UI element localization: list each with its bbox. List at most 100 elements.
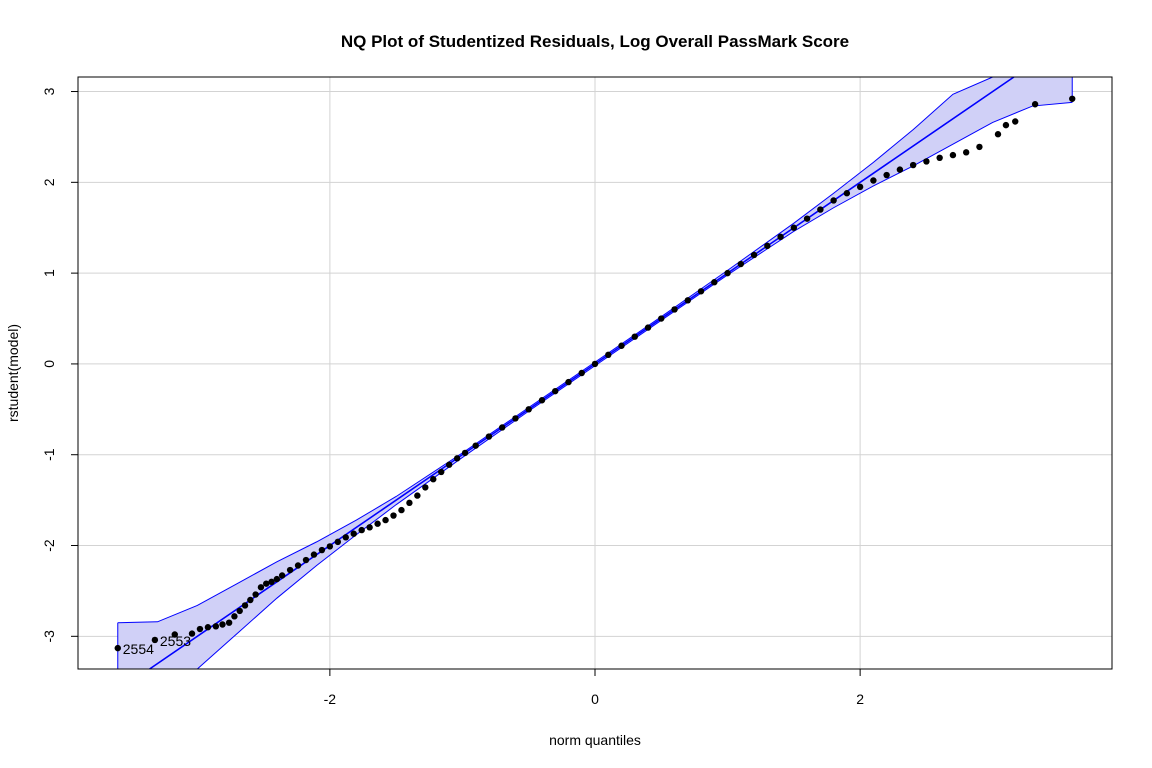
y-tick-label: -3 — [41, 630, 57, 643]
data-point — [247, 596, 254, 604]
data-point — [870, 177, 877, 184]
data-point — [453, 455, 461, 462]
data-point — [204, 624, 212, 631]
y-tick-label: 2 — [41, 178, 57, 186]
data-point — [430, 476, 437, 483]
data-point — [414, 492, 421, 499]
data-point — [817, 206, 824, 213]
chart-title: NQ Plot of Studentized Residuals, Log Ov… — [341, 32, 849, 51]
data-point — [896, 166, 904, 173]
data-point — [366, 524, 373, 531]
data-point — [326, 543, 334, 550]
data-point — [231, 613, 238, 620]
data-point — [358, 526, 365, 534]
data-point — [241, 602, 249, 609]
data-point — [302, 556, 310, 564]
data-point — [406, 499, 413, 507]
x-tick-label: -2 — [324, 691, 337, 707]
data-point — [334, 538, 342, 546]
data-point — [499, 424, 506, 431]
data-point — [219, 621, 226, 628]
data-point — [578, 369, 585, 377]
point-label: 2554 — [123, 641, 154, 657]
data-point — [724, 269, 731, 277]
data-point — [591, 360, 599, 368]
data-point — [962, 149, 970, 156]
data-point — [398, 506, 405, 514]
data-point — [382, 516, 389, 524]
y-tick-label: 0 — [41, 360, 57, 368]
grid — [78, 77, 1112, 669]
point-labels: 2554 2553 — [123, 633, 191, 657]
data-point — [390, 512, 397, 519]
data-point — [278, 572, 286, 579]
data-point — [196, 625, 204, 633]
data-point — [671, 306, 678, 313]
x-tick-label: 0 — [591, 691, 599, 707]
data-point — [1031, 101, 1039, 108]
data-point — [565, 378, 572, 386]
data-point — [764, 242, 771, 250]
y-tick-label: -1 — [41, 448, 57, 461]
data-point — [268, 578, 275, 586]
data-point — [830, 197, 837, 204]
data-point — [438, 468, 445, 476]
data-point — [803, 215, 811, 222]
data-point — [171, 631, 178, 638]
data-point — [605, 351, 612, 359]
data-point — [310, 551, 318, 558]
envelope-band — [117, 77, 1073, 669]
data-point — [151, 636, 159, 644]
data-point — [936, 154, 943, 162]
data-point — [252, 591, 259, 598]
data-point — [644, 324, 652, 331]
x-axis: -2 0 2 — [324, 669, 864, 707]
data-point — [538, 397, 546, 404]
y-tick-label: -2 — [41, 539, 57, 552]
data-point — [342, 534, 349, 541]
data-point — [711, 279, 718, 286]
data-point — [976, 143, 983, 151]
data-point — [790, 224, 798, 231]
data-point — [777, 233, 784, 241]
data-point — [445, 461, 453, 468]
y-axis-label: rstudent(model) — [5, 324, 21, 422]
data-point — [461, 449, 469, 457]
x-axis-label: norm quantiles — [549, 732, 641, 748]
data-point — [552, 387, 559, 395]
data-point — [114, 644, 121, 652]
data-point — [257, 584, 265, 591]
data-point — [525, 406, 532, 413]
data-point — [684, 297, 691, 304]
data-point — [883, 171, 890, 179]
x-tick-label: 2 — [856, 691, 864, 707]
data-point — [422, 484, 429, 491]
data-point — [1002, 121, 1010, 129]
data-point — [472, 442, 479, 449]
data-point — [697, 288, 705, 295]
data-point — [350, 530, 357, 537]
data-point — [286, 566, 294, 574]
y-tick-label: 3 — [41, 87, 57, 95]
data-point — [658, 315, 665, 322]
data-point — [750, 251, 758, 259]
data-point — [188, 630, 196, 637]
data-point — [1069, 95, 1076, 102]
y-tick-label: 1 — [41, 269, 57, 277]
data-point — [263, 580, 270, 587]
data-point — [618, 342, 625, 349]
data-points — [114, 95, 1076, 652]
data-point — [631, 333, 638, 340]
data-point — [374, 520, 381, 527]
data-point — [294, 562, 302, 569]
y-axis: -3 -2 -1 0 1 2 3 — [41, 87, 78, 643]
data-point — [512, 415, 519, 422]
point-label: 2553 — [160, 633, 191, 649]
data-point — [273, 575, 281, 583]
data-point — [236, 607, 243, 615]
data-point — [318, 546, 326, 554]
data-point — [225, 619, 233, 626]
data-point — [212, 623, 220, 630]
data-point — [994, 131, 1002, 138]
